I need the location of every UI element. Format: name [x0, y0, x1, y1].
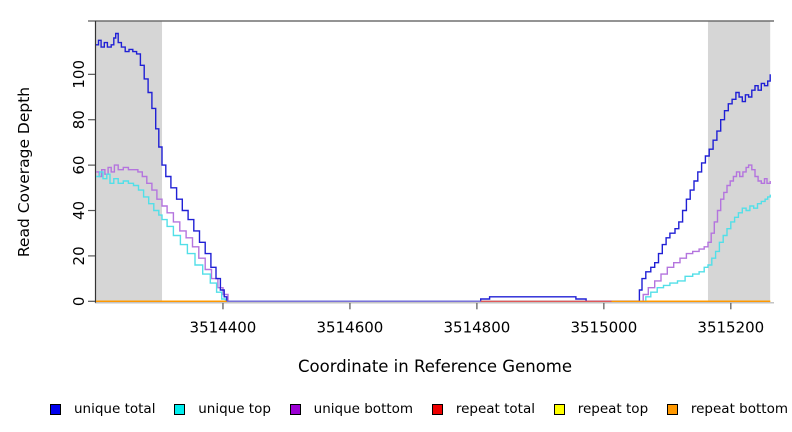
legend-swatch-unique-bottom [289, 403, 301, 415]
x-tick-label: 3514800 [443, 318, 510, 336]
legend: unique total unique top unique bottom re… [50, 399, 788, 419]
legend-label: repeat total [455, 401, 535, 417]
legend-item-repeat-bottom: repeat bottom [666, 401, 788, 417]
y-tick-label: 60 [70, 156, 88, 175]
y-tick-label: 0 [70, 297, 88, 307]
y-tick-label: 40 [70, 201, 88, 220]
y-tick-label: 80 [70, 110, 88, 129]
legend-swatch-repeat-top [553, 403, 565, 415]
x-tick-label: 3514600 [317, 318, 384, 336]
legend-item-unique-bottom: unique bottom [289, 401, 414, 417]
legend-swatch-repeat-bottom [666, 403, 678, 415]
legend-swatch-repeat-total [431, 403, 443, 415]
legend-label: repeat bottom [690, 401, 788, 417]
y-tick-label: 20 [70, 246, 88, 265]
plot-canvas: 3514400 3514600 3514800 3515000 3515200 0 20 40… [70, 20, 774, 336]
x-axis-title: Coordinate in Reference Genome [297, 357, 573, 376]
legend-item-repeat-top: repeat top [553, 401, 649, 417]
legend-label: unique total [74, 401, 156, 417]
series-line-unique-bottom [96, 164, 771, 302]
series-line-unique-top [96, 171, 771, 302]
legend-item-repeat-total: repeat total [431, 401, 535, 417]
x-tick-label: 3515200 [697, 318, 764, 336]
y-tick-label: 100 [70, 60, 88, 89]
shaded-region [707, 21, 771, 301]
legend-label: unique bottom [313, 401, 414, 417]
shaded-region [96, 21, 163, 301]
legend-swatch-unique-top [174, 403, 186, 415]
legend-label: unique top [198, 401, 271, 417]
x-tick-label: 3515000 [570, 318, 637, 336]
legend-item-unique-total: unique total [50, 401, 155, 417]
series-line-unique-total [96, 32, 771, 302]
legend-label: repeat top [577, 401, 649, 417]
legend-item-unique-top: unique top [174, 401, 271, 417]
x-tick-label: 3514400 [190, 318, 257, 336]
y-axis-title: Read Coverage Depth [15, 86, 33, 258]
legend-swatch-unique-total [50, 403, 61, 415]
